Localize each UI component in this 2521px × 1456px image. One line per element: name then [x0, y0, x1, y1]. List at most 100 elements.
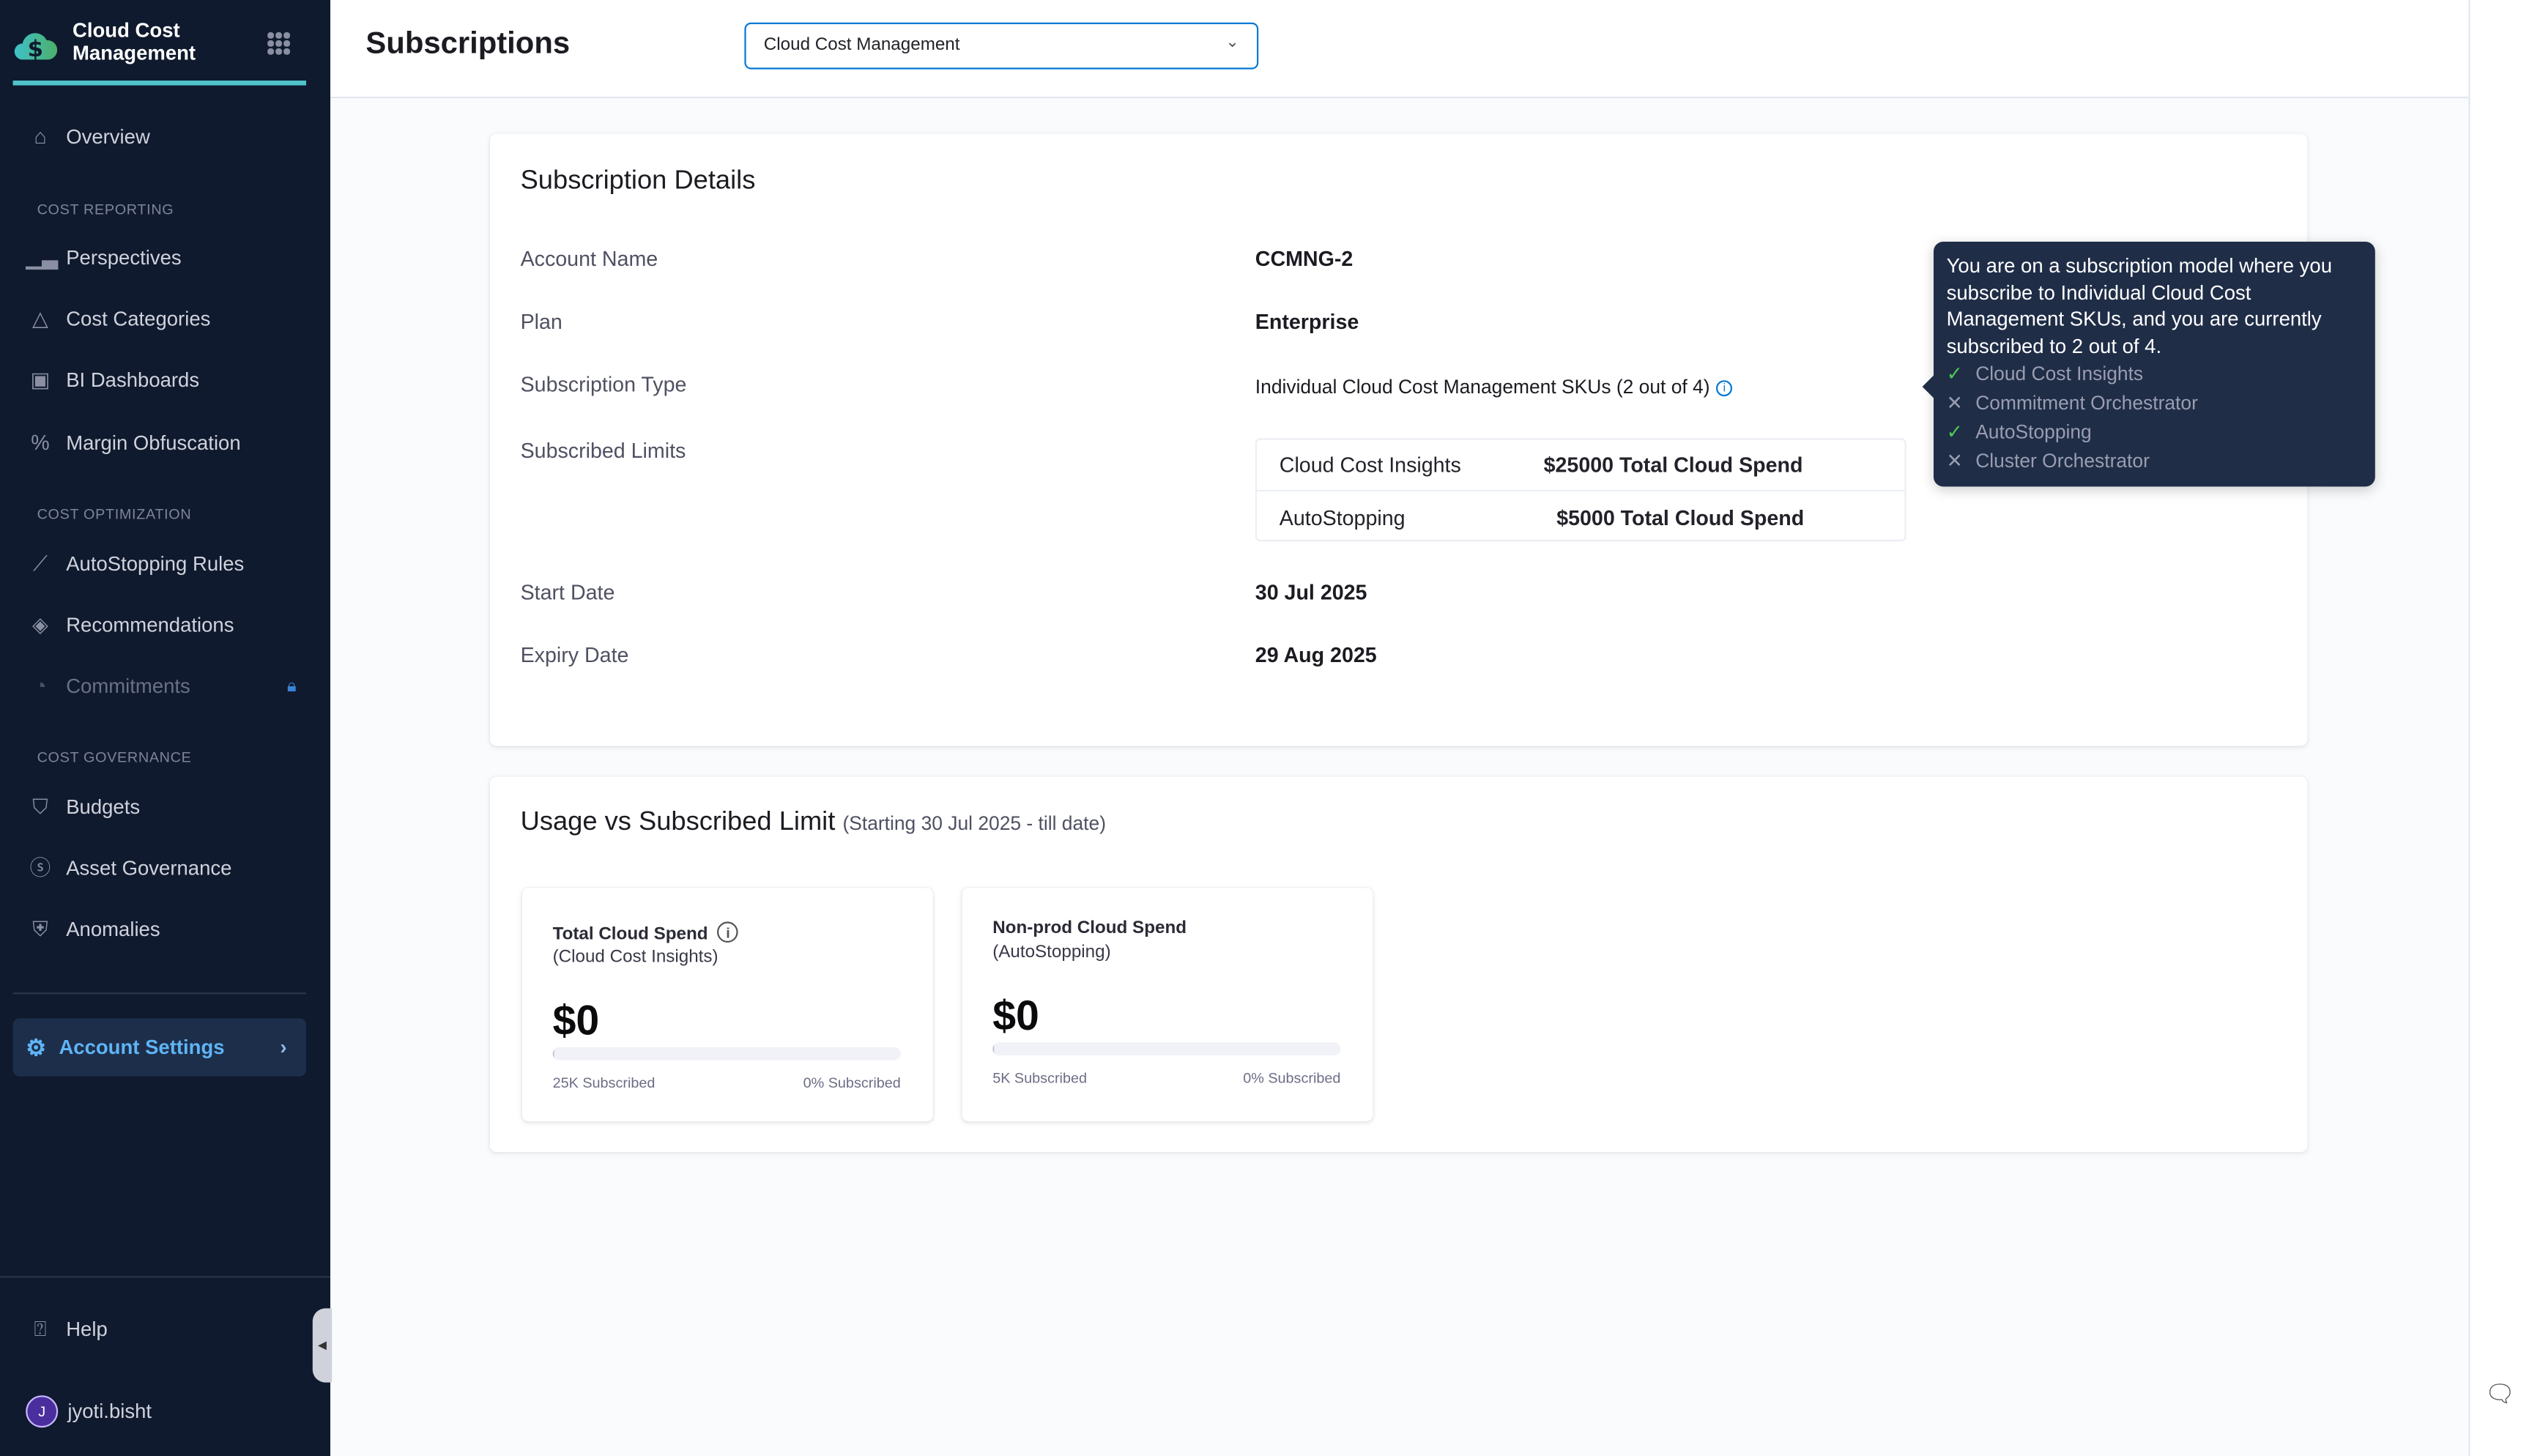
user-name: jyoti.bisht: [67, 1400, 152, 1423]
page-header: Subscriptions Cloud Cost Management ⌄: [330, 0, 2469, 99]
metric-amount: $0: [992, 991, 1039, 1039]
nav-label: Account Settings: [59, 1036, 225, 1059]
nav-label: Budgets: [66, 795, 141, 819]
nav-label: BI Dashboards: [66, 368, 200, 392]
home-icon: ⌂: [34, 124, 47, 149]
close-icon: ✕: [1946, 391, 1963, 415]
tooltip-item: ✓ Cloud Cost Insights: [1947, 360, 2363, 389]
sidebar-item-account-settings[interactable]: ⚙ Account Settings ›: [12, 1018, 306, 1077]
percent-text: 0% Subscribed: [803, 1074, 901, 1091]
percent-text: 0% Subscribed: [1243, 1069, 1341, 1086]
nav-label: Margin Obfuscation: [66, 431, 241, 455]
sidebar-item-overview[interactable]: ⌂ Overview: [26, 124, 150, 149]
percent-icon: %: [31, 430, 50, 455]
section-cost-governance: COST GOVERNANCE: [37, 749, 192, 765]
chat-icon[interactable]: 🗨︎: [2484, 1381, 2516, 1408]
bar-chart-icon: ▁▃: [26, 245, 59, 270]
metric-card-total-cloud-spend: Total Cloud Spend i (Cloud Cost Insights)…: [521, 888, 933, 1122]
usage-range: (Starting 30 Jul 2025 - till date): [842, 811, 1106, 835]
tooltip-item: ✕ Commitment Orchestrator: [1947, 388, 2363, 417]
sidebar-item-asset-governance[interactable]: ⓢ Asset Governance: [26, 855, 232, 881]
subscription-type-value: Individual Cloud Cost Management SKUs (2…: [1255, 376, 1733, 398]
nav-label: AutoStopping Rules: [66, 552, 245, 576]
sidebar-item-commitments[interactable]: ◔ Commitments 🔒︎: [26, 674, 297, 699]
table-row: Cloud Cost Insights $25000 Total Cloud Sp…: [1257, 440, 1905, 491]
dashboard-icon: ▣: [30, 367, 51, 392]
caret-left-icon: ◀: [318, 1340, 327, 1352]
right-rail: 🗨︎: [2468, 0, 2521, 1456]
module-brand[interactable]: $ Cloud Cost Management: [12, 13, 306, 86]
help-icon: ⍰: [34, 1316, 47, 1341]
progress-fill: [552, 1047, 554, 1061]
limit-name: Cloud Cost Insights: [1279, 453, 1461, 478]
plan-label: Plan: [520, 309, 563, 334]
module-select[interactable]: Cloud Cost Management ⌄: [744, 22, 1259, 70]
sidebar-item-margin-obfuscation[interactable]: % Margin Obfuscation: [26, 430, 240, 456]
nav-label: Asset Governance: [66, 857, 232, 880]
limit-value: $5000 Total Cloud Spend: [1556, 505, 1805, 530]
tooltip-text: You are on a subscription model where yo…: [1946, 254, 2333, 357]
shapes-icon: △: [32, 306, 48, 330]
subscribed-limits-label: Subscribed Limits: [520, 438, 686, 463]
start-date-value: 30 Jul 2025: [1255, 580, 1367, 604]
shield-icon: ⛨: [32, 916, 48, 941]
sidebar-item-help[interactable]: ⍰ Help: [26, 1316, 108, 1342]
gear-icon: ⚙: [26, 1033, 46, 1060]
subscription-type-tooltip: You are on a subscription model where yo…: [1922, 242, 2375, 487]
nav-label: Commitments: [66, 675, 190, 698]
section-title: Subscription Details: [520, 166, 756, 196]
sidebar-item-perspectives[interactable]: ▁▃ Perspectives: [26, 245, 181, 270]
metric-title: Total Cloud Spend i: [553, 921, 739, 944]
metric-card-nonprod-cloud-spend: Non-prod Cloud Spend (AutoStopping) $0 5…: [962, 888, 1373, 1122]
app-launcher-icon[interactable]: [267, 32, 290, 55]
account-name-label: Account Name: [520, 246, 658, 271]
lock-icon: 🔒︎: [286, 675, 297, 696]
nav-label: Anomalies: [66, 918, 160, 941]
sidebar-item-budgets[interactable]: ⛉ Budgets: [26, 795, 140, 820]
sidebar-bottom: [0, 1276, 330, 1278]
module-title: Cloud Cost Management: [73, 19, 196, 64]
start-date-label: Start Date: [520, 580, 615, 604]
divider: [12, 992, 306, 995]
progress-fill: [992, 1042, 995, 1055]
sidebar-item-bi-dashboards[interactable]: ▣ BI Dashboards: [26, 368, 199, 393]
usage-title: Usage vs Subscribed Limit: [520, 807, 836, 836]
usage-progress-bar: [992, 1042, 1341, 1055]
limit-text: 5K Subscribed: [992, 1069, 1088, 1086]
sidebar-item-recommendations[interactable]: ◈ Recommendations: [26, 612, 234, 638]
limit-text: 25K Subscribed: [552, 1074, 656, 1091]
asset-governance-icon: ⓢ: [29, 855, 51, 880]
section-title: Usage vs Subscribed Limit (Starting 30 J…: [521, 807, 1106, 838]
section-cost-optimization: COST OPTIMIZATION: [37, 505, 192, 522]
plan-value: Enterprise: [1255, 309, 1359, 334]
info-icon[interactable]: i: [1716, 380, 1733, 397]
nav-label: Cost Categories: [66, 308, 211, 330]
nav-label: Recommendations: [66, 614, 234, 636]
metric-title-text: Total Cloud Spend: [552, 924, 708, 945]
metric-subtitle: (Cloud Cost Insights): [552, 947, 719, 967]
sku-label: Cloud Cost Insights: [1975, 363, 2144, 385]
page-title: Subscriptions: [365, 27, 571, 62]
nav-label: Perspectives: [66, 246, 182, 270]
select-value: Cloud Cost Management: [763, 35, 960, 55]
table-row: AutoStopping $5000 Total Cloud Spend: [1257, 491, 1904, 543]
sidebar-item-anomalies[interactable]: ⛨ Anomalies: [26, 917, 160, 943]
sidebar-item-cost-categories[interactable]: △ Cost Categories: [26, 306, 210, 332]
account-name-value: CCMNG-2: [1255, 246, 1354, 271]
usage-progress-bar: [552, 1047, 901, 1061]
tooltip-item: ✕ Cluster Orchestrator: [1947, 446, 2363, 475]
avatar: J: [26, 1395, 59, 1428]
svg-text:$: $: [28, 36, 43, 62]
info-icon[interactable]: i: [717, 921, 739, 943]
metric-title: Non-prod Cloud Spend: [992, 918, 1187, 938]
sku-label: Cluster Orchestrator: [1975, 449, 2150, 472]
sidebar-item-autostopping-rules[interactable]: ⟋ AutoStopping Rules: [26, 551, 244, 576]
check-icon: ✓: [1946, 363, 1963, 385]
close-icon: ✕: [1946, 449, 1963, 472]
collapse-sidebar-button[interactable]: ◀: [312, 1308, 333, 1383]
nav-label: Help: [66, 1318, 108, 1341]
check-icon: ✓: [1946, 420, 1963, 443]
subscription-type-text: Individual Cloud Cost Management SKUs (2…: [1255, 375, 1710, 398]
metric-subtitle: (AutoStopping): [992, 943, 1111, 962]
